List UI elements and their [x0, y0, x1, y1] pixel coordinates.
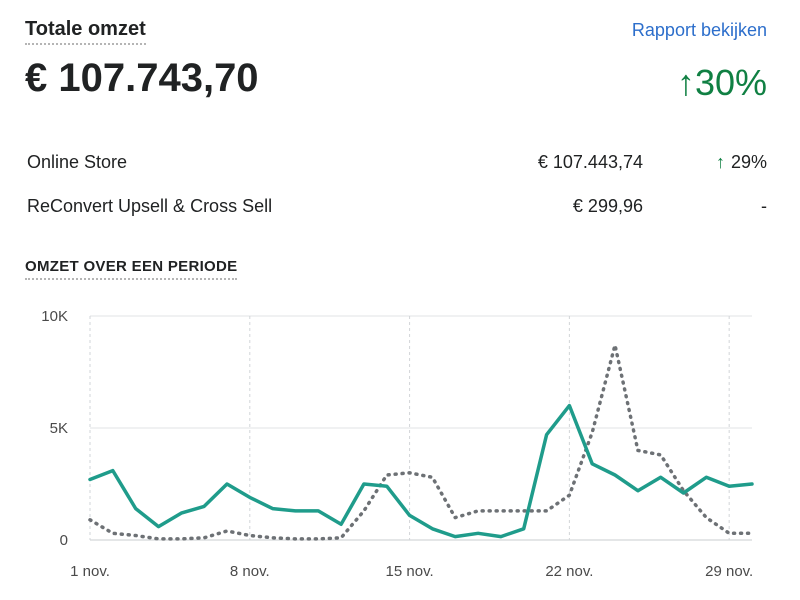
breakdown-change: ↑ 29%	[716, 152, 767, 173]
breakdown-value: € 107.443,74	[537, 152, 643, 172]
breakdown-row-online-store: Online Store € 107.443,74 ↑ 29%	[27, 148, 767, 192]
y-tick-label: 5K	[50, 420, 68, 437]
chart-section-title: OMZET OVER EEN PERIODE	[25, 258, 238, 280]
breakdown-label: ReConvert Upsell & Cross Sell	[27, 196, 273, 216]
arrow-up-icon: ↑	[676, 62, 695, 103]
x-tick-label: 15 nov.	[386, 563, 434, 580]
sales-breakdown: Online Store € 107.443,74 ↑ 29% ReConvert…	[27, 148, 767, 236]
breakdown-change-percent: 29%	[730, 152, 767, 172]
chart-grid	[89, 315, 752, 541]
x-tick-label: 29 nov.	[705, 563, 753, 580]
y-tick-label: 0	[60, 532, 68, 549]
y-axis-labels: 0 5K 10K	[41, 308, 68, 549]
view-report-link[interactable]: Rapport bekijken	[631, 20, 767, 40]
card-title: Totale omzet	[25, 18, 146, 45]
breakdown-value: € 299,96	[572, 196, 643, 216]
sales-over-time-chart: 0 5K 10K 1 nov. 8 nov. 15 nov. 22 nov. 29 nov.	[41, 308, 754, 580]
breakdown-change-percent: -	[761, 196, 767, 216]
breakdown-row-reconvert: ReConvert Upsell & Cross Sell € 299,96 -	[27, 192, 767, 236]
x-tick-label: 22 nov.	[545, 563, 593, 580]
y-tick-label: 10K	[41, 308, 68, 325]
x-tick-label: 8 nov.	[230, 563, 270, 580]
breakdown-label: Online Store	[27, 152, 128, 172]
breakdown-change: -	[755, 196, 767, 217]
total-sales-value: € 107.743,70	[25, 56, 259, 100]
series-line-previous-period	[88, 343, 754, 541]
arrow-up-icon: ↑	[715, 152, 725, 172]
chart-series	[88, 343, 754, 541]
total-change-percent: 30%	[694, 62, 767, 103]
total-change: ↑30%	[677, 62, 767, 104]
x-tick-label: 1 nov.	[70, 563, 110, 580]
x-axis-labels: 1 nov. 8 nov. 15 nov. 22 nov. 29 nov.	[70, 563, 753, 580]
series-line-current-period	[88, 403, 754, 539]
